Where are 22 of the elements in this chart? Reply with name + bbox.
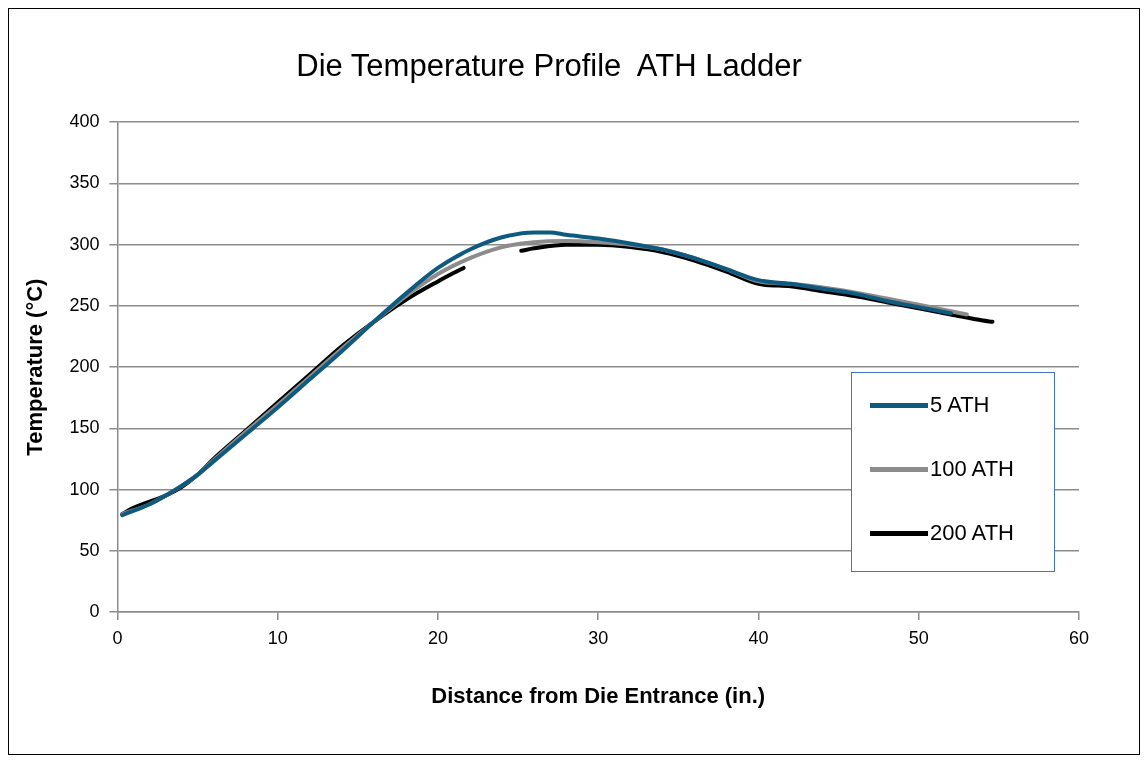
x-tick-label: 60 bbox=[1068, 627, 1090, 648]
x-tick-label: 10 bbox=[267, 627, 288, 648]
legend-label: 5 ATH bbox=[930, 392, 990, 418]
x-tick-label: 40 bbox=[748, 627, 769, 648]
y-axis-title: Temperature (°C) bbox=[22, 278, 48, 456]
y-tick-label: 50 bbox=[79, 539, 100, 560]
x-tick-label: 20 bbox=[427, 627, 448, 648]
legend-label: 200 ATH bbox=[930, 520, 1014, 546]
chart-title: Die Temperature Profile ATH Ladder bbox=[296, 48, 802, 84]
y-tick-label: 400 bbox=[69, 111, 100, 132]
x-tick-label: 50 bbox=[908, 627, 929, 648]
x-tick-label: 0 bbox=[112, 627, 123, 648]
y-tick-label: 100 bbox=[69, 478, 100, 499]
y-tick-label: 250 bbox=[69, 294, 100, 315]
legend-label: 100 ATH bbox=[930, 456, 1014, 482]
y-tick-label: 300 bbox=[69, 233, 100, 254]
y-tick-label: 0 bbox=[89, 600, 100, 621]
y-tick-label: 150 bbox=[69, 417, 100, 438]
x-axis-title: Distance from Die Entrance (in.) bbox=[431, 682, 766, 708]
y-tick-label: 200 bbox=[69, 356, 100, 377]
x-tick-label: 30 bbox=[588, 627, 609, 648]
y-tick-label: 350 bbox=[69, 172, 100, 193]
